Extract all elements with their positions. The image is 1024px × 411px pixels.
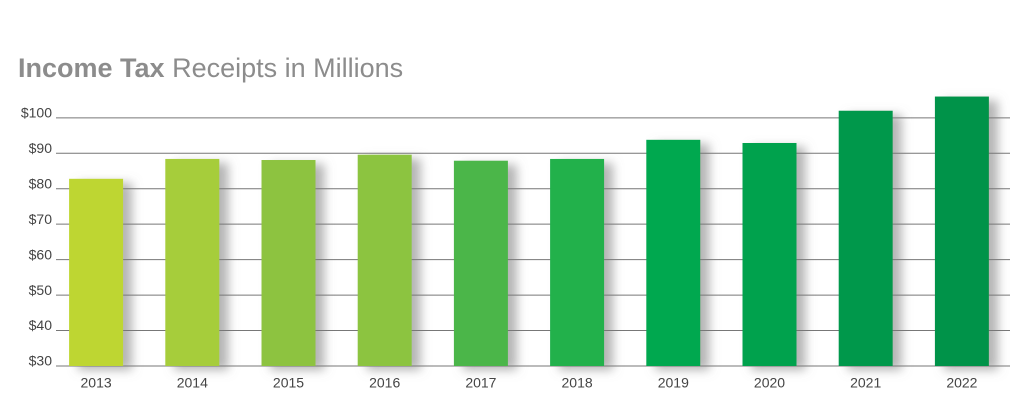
bar xyxy=(69,178,124,366)
x-tick-label: 2019 xyxy=(658,375,689,391)
title-bold: Income Tax xyxy=(18,53,165,83)
y-tick-label: $80 xyxy=(29,175,53,191)
y-tick-label: $90 xyxy=(29,140,53,156)
bar xyxy=(742,142,797,366)
bar xyxy=(550,158,605,366)
y-tick-label: $100 xyxy=(21,105,52,121)
y-tick-label: $60 xyxy=(29,246,53,262)
bar xyxy=(357,154,412,366)
bar xyxy=(934,96,989,366)
bar xyxy=(838,110,893,367)
title-regular: Receipts in Millions xyxy=(172,53,403,83)
x-tick-label: 2013 xyxy=(81,375,112,391)
bar xyxy=(165,158,220,366)
x-tick-label: 2015 xyxy=(273,375,304,391)
y-tick-label: $30 xyxy=(29,353,53,369)
y-tick-label: $40 xyxy=(29,317,53,333)
x-tick-label: 2016 xyxy=(369,375,400,391)
x-tick-label: 2017 xyxy=(465,375,496,391)
x-tick-label: 2018 xyxy=(562,375,593,391)
y-tick-label: $70 xyxy=(29,211,53,227)
y-tick-label: $50 xyxy=(29,282,53,298)
bar xyxy=(261,160,316,366)
x-tick-label: 2022 xyxy=(946,375,977,391)
x-tick-label: 2021 xyxy=(850,375,881,391)
bar xyxy=(453,160,508,366)
x-tick-label: 2014 xyxy=(177,375,208,391)
chart-title: Income Tax Receipts in Millions xyxy=(18,53,403,83)
x-tick-label: 2020 xyxy=(754,375,785,391)
bar xyxy=(646,139,701,366)
